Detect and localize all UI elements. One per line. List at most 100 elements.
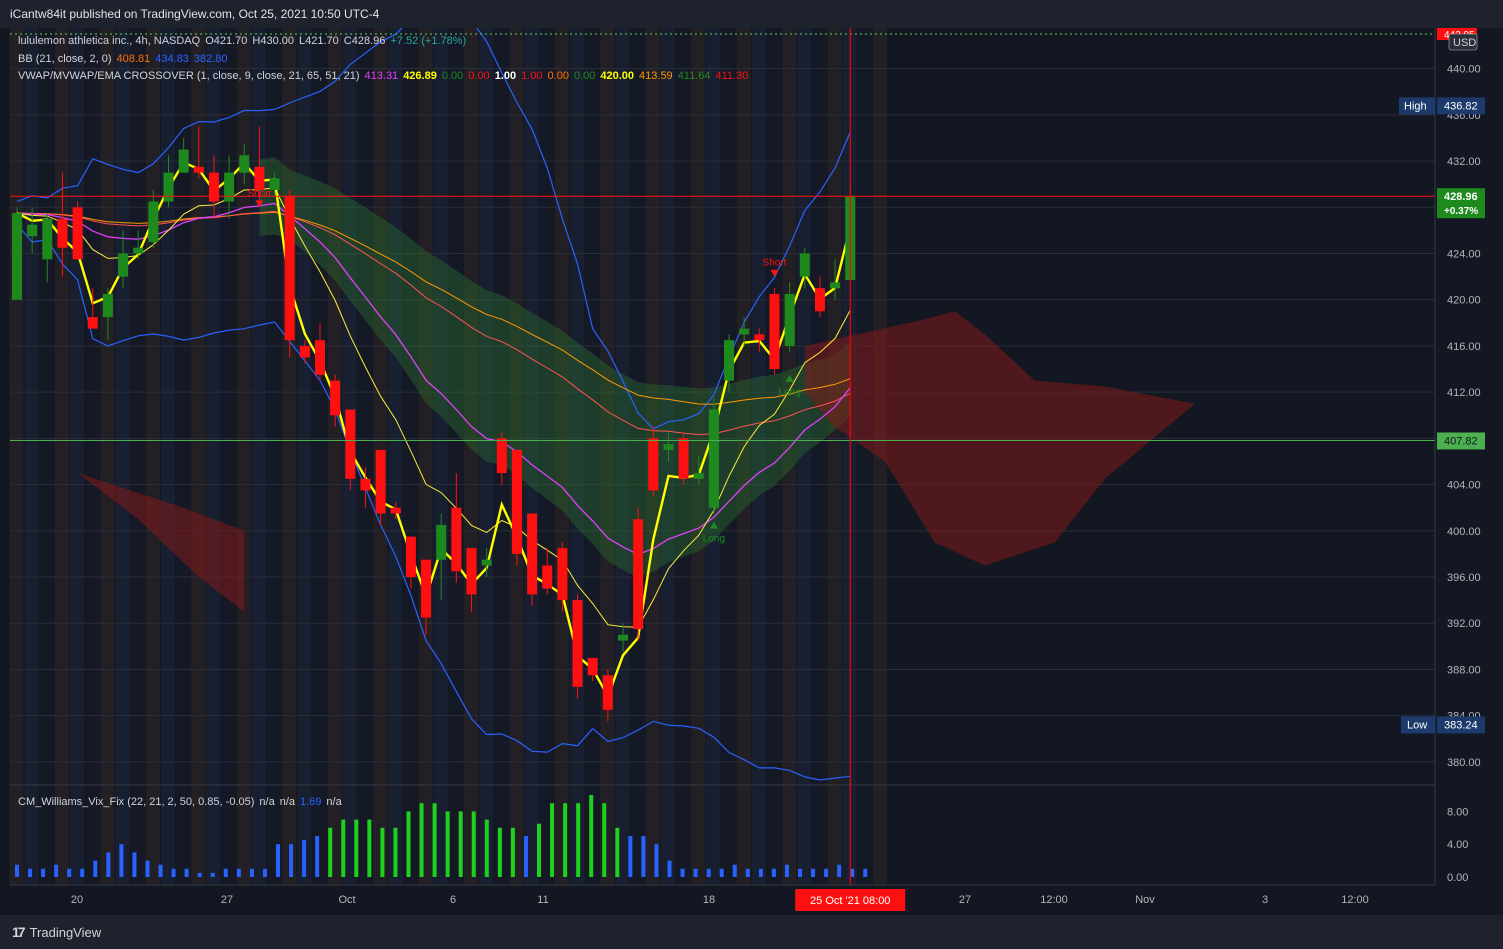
session-band [857,28,872,885]
candle-body [663,444,674,450]
vix-bar [367,819,372,877]
session-band [39,28,54,885]
long-signal-label: Long [703,534,725,545]
time-axis[interactable]: 20 27 Oct 6 11 18 27 12:00 Nov 3 12:00 25 Oct '21 0… [0,884,1503,915]
vix-bar [289,844,294,877]
candle-body [769,293,780,370]
session-band [766,28,782,885]
session-band [615,28,630,885]
legend-vwap-v9: 420.00 [600,70,635,82]
vix-bar [197,872,202,877]
candle-body [208,172,219,202]
vix-bar [80,868,85,877]
high-value-bg [1437,97,1485,115]
candle-body [572,600,583,687]
candle-body [708,409,719,508]
session-band [312,28,327,885]
legend-vix-label: CM_Williams_Vix_Fix (22, 21, 2, 50, 0.85… [18,796,255,808]
vix-bar [302,840,307,877]
short-signal-icon [255,200,264,208]
legend-vix-v1: n/a [259,796,275,808]
legend-vwap: VWAP/MVWAP/EMA CROSSOVER (1, close, 9, c… [18,70,753,82]
high-tag-bg [1399,97,1435,115]
vix-bar [550,803,555,877]
candle-body [511,449,522,554]
low-value-bg [1437,716,1485,734]
cursor-time-label: 25 Oct '21 08:00 [810,895,890,907]
candle-body [633,519,644,630]
session-band [751,28,766,885]
candle-body [345,409,356,479]
vix-bar [145,860,150,877]
session-band [463,28,479,885]
candle-body [375,449,386,514]
vix-bar [602,803,607,877]
vix-bar [484,819,489,877]
session-band [160,28,176,885]
legend-vix-v3: 1.69 [300,796,322,808]
time-tick-label: 3 [1262,894,1268,906]
candle-body [269,178,280,190]
vix-bar [771,868,776,877]
time-tick-label: 12:00 [1341,894,1369,906]
time-tick-label: 11 [537,894,548,906]
long-signal-label: Long [779,387,801,398]
legend-vwap-v10: 413.59 [639,70,673,82]
session-band [282,28,297,885]
vix-bar [93,860,98,877]
low-tag-bg [1401,716,1435,734]
tradingview-logo[interactable]: 17 TradingView [12,924,101,940]
long-signal-icon [709,521,718,529]
time-tick-label: 12:00 [1040,894,1068,906]
price-tick-label: 404.00 [1447,480,1481,492]
candle-body [830,282,841,289]
session-band [827,28,842,885]
legend-bb-lower: 382.80 [193,53,228,65]
session-band [24,28,39,885]
candle-body [739,328,750,335]
session-band [812,28,827,885]
vix-bar [784,864,789,877]
vix-bar [680,868,685,877]
candle-body [12,213,22,300]
vix-bar [811,868,816,877]
vix-bar [419,803,424,877]
session-band [85,28,100,885]
vix-bar [341,819,346,877]
vix-bar [471,811,476,877]
session-band [721,28,736,885]
candle-body [148,201,159,242]
legend-vwap-v8: 0.00 [573,70,596,82]
vix-bar [158,864,163,877]
tradingview-logo-icon: 17 [12,924,26,940]
vix-bar [732,864,737,877]
candle-body [481,559,492,566]
ema-cloud-bearish [804,311,1195,566]
vix-bar [758,868,763,877]
vix-bar [537,823,541,877]
candle-body [42,218,53,260]
candle-body [133,247,144,254]
session-band [782,28,797,885]
candle-body [542,565,553,589]
session-band [479,28,494,885]
vix-bar [693,868,698,877]
vix-bar [654,844,659,877]
level-price-badge [1437,432,1485,450]
session-band [100,28,115,885]
vix-bar [380,827,385,877]
session-band [357,28,373,885]
price-tick-label: 400.00 [1447,526,1481,538]
price-axis[interactable]: 440.00436.00432.00428.00424.00420.00416.… [1399,28,1503,915]
vix-bar [458,811,463,877]
legend-vix-v2: n/a [279,796,295,808]
vix-bar [824,868,829,877]
session-band [176,28,191,885]
candles [12,126,856,722]
vix-bar [706,868,711,877]
candle-body [648,438,659,491]
price-tick-label: 432.00 [1447,156,1481,168]
session-band [54,28,70,885]
candle-body [814,288,825,312]
